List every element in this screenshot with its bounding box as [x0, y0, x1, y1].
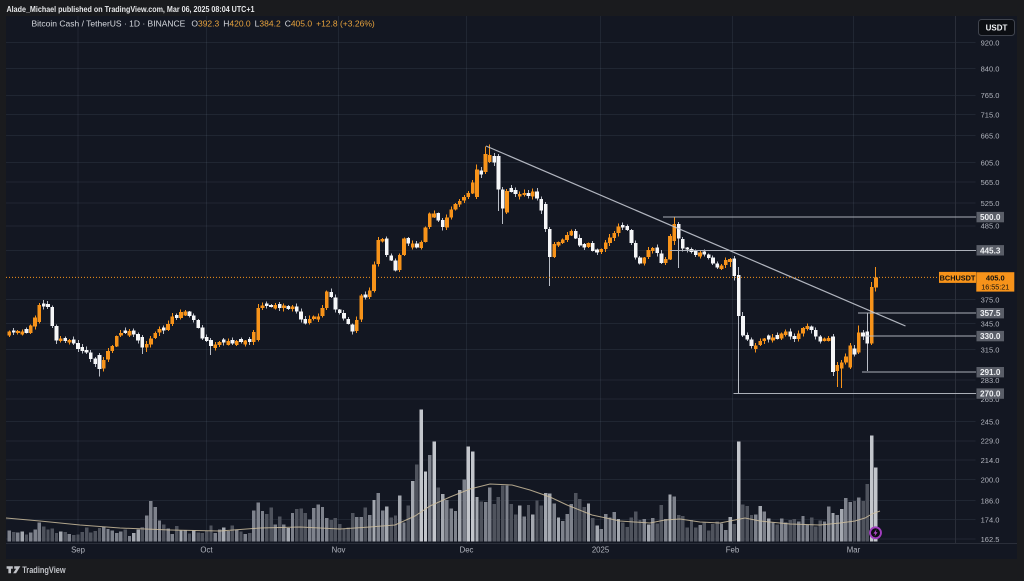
svg-text:445.3: 445.3: [980, 246, 1001, 255]
svg-text:Bitcoin Cash / TetherUS · 1D ·: Bitcoin Cash / TetherUS · 1D · BINANCE O3…: [32, 19, 375, 29]
svg-text:405.0: 405.0: [986, 274, 1005, 283]
svg-text:16:55:21: 16:55:21: [981, 283, 1009, 292]
svg-text:330.0: 330.0: [980, 332, 1001, 341]
svg-text:162.5: 162.5: [981, 535, 1000, 544]
svg-text:920.0: 920.0: [981, 38, 1000, 47]
svg-text:245.0: 245.0: [981, 417, 1000, 426]
svg-text:Alade_Michael published on Tra: Alade_Michael published on TradingView.c…: [7, 4, 255, 14]
svg-text:USDT: USDT: [986, 24, 1008, 33]
svg-text:315.0: 315.0: [981, 345, 1000, 354]
svg-text:375.0: 375.0: [981, 295, 1000, 304]
svg-text:357.5: 357.5: [980, 309, 1001, 318]
svg-text:665.0: 665.0: [981, 131, 1000, 140]
svg-text:TradingView: TradingView: [22, 565, 66, 576]
svg-text:840.0: 840.0: [981, 64, 1000, 73]
svg-text:500.0: 500.0: [980, 213, 1001, 222]
svg-text:Mar: Mar: [847, 546, 861, 555]
svg-text:214.0: 214.0: [981, 456, 1000, 465]
svg-text:265.0: 265.0: [981, 395, 1000, 404]
svg-text:229.0: 229.0: [981, 437, 1000, 446]
svg-text:Feb: Feb: [726, 546, 740, 555]
svg-text:291.0: 291.0: [980, 368, 1001, 377]
svg-text:BCHUSDT: BCHUSDT: [940, 273, 976, 282]
svg-text:2025: 2025: [592, 546, 610, 555]
svg-text:605.0: 605.0: [981, 158, 1000, 167]
svg-text:485.0: 485.0: [981, 222, 1000, 231]
svg-text:345.0: 345.0: [981, 319, 1000, 328]
svg-text:186.0: 186.0: [981, 496, 1000, 505]
svg-text:Dec: Dec: [460, 546, 474, 555]
svg-text:270.0: 270.0: [980, 390, 1001, 399]
svg-text:765.0: 765.0: [981, 91, 1000, 100]
svg-text:200.0: 200.0: [981, 476, 1000, 485]
svg-text:283.0: 283.0: [981, 376, 1000, 385]
svg-text:Sep: Sep: [71, 546, 86, 555]
svg-text:525.0: 525.0: [981, 199, 1000, 208]
svg-text:565.0: 565.0: [981, 178, 1000, 187]
svg-text:174.0: 174.0: [981, 515, 1000, 524]
svg-text:715.0: 715.0: [981, 111, 1000, 120]
svg-text:Nov: Nov: [332, 546, 346, 555]
svg-text:Oct: Oct: [200, 546, 213, 555]
